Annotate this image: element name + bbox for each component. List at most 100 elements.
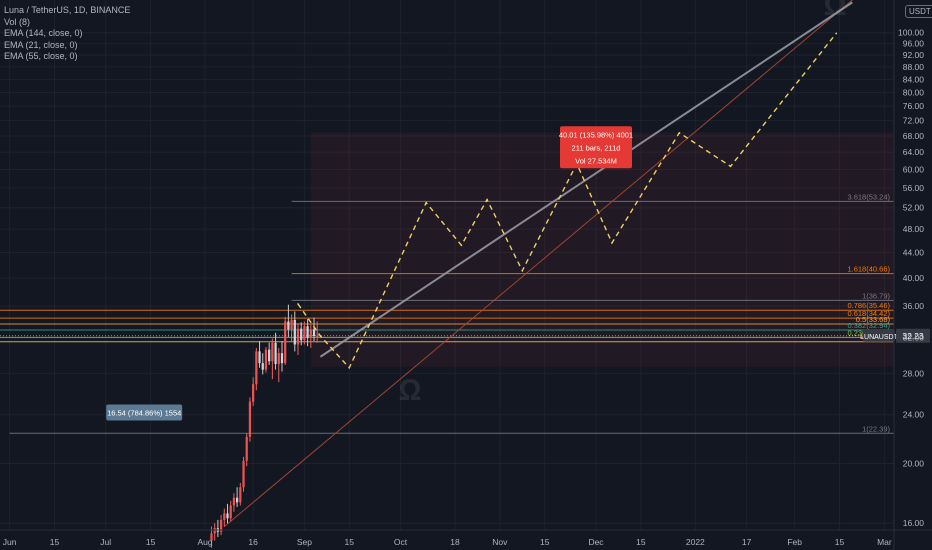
ema-21-indicator[interactable]: EMA (21, close, 0) [4,39,78,50]
candle-body [219,519,223,532]
time-tick-label: 15 [50,537,60,547]
candle-body [277,353,280,365]
trendline[interactable] [319,1,853,358]
projection-point [678,132,681,134]
price-tick-label: 48.00 [903,224,925,234]
candle-body [242,460,245,488]
candle-body [229,505,232,519]
trendline[interactable] [223,0,853,527]
projection-point [297,303,299,305]
price-tick-label: 72.00 [903,116,925,126]
time-tick-label: 18 [450,537,460,547]
symbol-tag-box [863,329,895,342]
time-tick-label: Jun [3,537,17,547]
price-tick-label: 24.00 [903,410,925,420]
range-label-text: 16.54 (784.86%) 1554 [107,408,181,417]
time-tick-label: 15 [345,537,355,547]
projection-point [521,269,524,272]
candle-body [239,487,242,503]
time-tick-label: Mar [877,537,892,547]
projection-point [486,198,488,201]
candle-body [248,401,252,437]
time-tick-label: Dec [588,537,604,547]
fib-level-label: 0.786(35.46) [847,301,890,310]
candle-body [306,326,309,338]
watermark-logo-icon: Ω [398,374,421,407]
candle-body [258,351,261,364]
box-layer [310,132,894,367]
current-price-badge[interactable] [896,328,930,343]
candles [210,304,319,548]
fib-level-label: 0.618(34.42) [847,309,890,318]
candle-body [261,363,264,370]
symbol-title[interactable]: Luna / TetherUS, 1D, BINANCE [4,5,131,15]
candle-body [287,321,290,330]
projection-path[interactable] [297,32,838,370]
time-tick-label: Aug [198,537,213,547]
candle-body [210,533,213,541]
time-tick-label: 15 [540,537,550,547]
projection-point [729,165,732,168]
candle-body [268,349,271,362]
candle-body [280,353,284,364]
price-tick-label: 36.00 [903,301,925,311]
measure-label-line: Vol 27.534M [575,156,617,165]
price-tick-label: 20.00 [903,458,925,468]
candle-body [316,335,319,337]
price-tick-label: 40.00 [903,273,925,283]
time-tick-label: Feb [787,537,802,547]
ema-55-indicator[interactable]: EMA (55, close, 0) [4,51,78,61]
price-tick-label: 80.00 [903,87,925,97]
price-tick-label: 28.00 [903,368,925,378]
annotation-labels[interactable]: 40.01 (135.98%) 4001 211 bars, 211d Vol 27… [0,0,930,421]
price-tick-label: 92.00 [903,50,925,60]
candle-body [245,436,248,461]
candle-body [274,342,277,365]
candle-body [303,326,306,341]
candle-body [290,319,293,330]
time-tick-label: 15 [636,537,646,547]
price-tick-label: 16.00 [903,518,925,528]
fib-level-label: 1(22.39) [862,424,890,433]
watermark-logo-icon: Ω [823,0,846,22]
candle-body [226,513,229,519]
price-tick-label: 56.00 [903,183,925,193]
legend: Luna / TetherUS, 1D, BINANCE Vol (8) EMA… [4,5,130,63]
price-tick-label: 32.00 [903,333,925,343]
currency-badge[interactable]: USDT [905,5,932,18]
price-tick-label: 96.00 [903,39,925,49]
ema-144-indicator[interactable]: EMA (144, close, 0) [4,28,83,38]
projection-point [611,242,613,244]
fib-level-label: 3.618(53.24) [847,192,890,201]
candle-body [223,513,226,520]
time-tick-label: 15 [146,537,156,547]
candle-body [293,319,296,345]
time-tick-label: Nov [492,537,508,547]
candle-body [264,349,268,370]
candle-body [312,329,316,337]
candle-body [213,528,216,534]
time-tick-label: Oct [394,537,408,547]
projection-point [348,366,351,369]
projection-point [460,244,463,247]
candle-body [235,497,239,503]
volume-indicator[interactable]: Vol (8) [4,16,31,27]
range-label-box[interactable] [106,404,183,421]
price-tick-label: 44.00 [903,247,925,257]
candle-body [252,384,255,402]
time-tick-label: 17 [742,537,752,547]
fib-level-label: 0.382(32.94) [847,321,890,330]
price-tick-label: 60.00 [903,164,925,174]
symbol-tag-text: LUNAUSDT [860,334,898,341]
candle-body [232,497,236,506]
trendlines[interactable] [223,0,853,527]
candle-body [309,329,312,338]
candle-body [296,328,300,345]
projection-point [425,201,427,204]
measure-label-line: 40.01 (135.98%) 4001 [559,130,633,139]
projection-dashed-path[interactable] [297,32,837,370]
measure-label-box[interactable] [560,126,632,169]
